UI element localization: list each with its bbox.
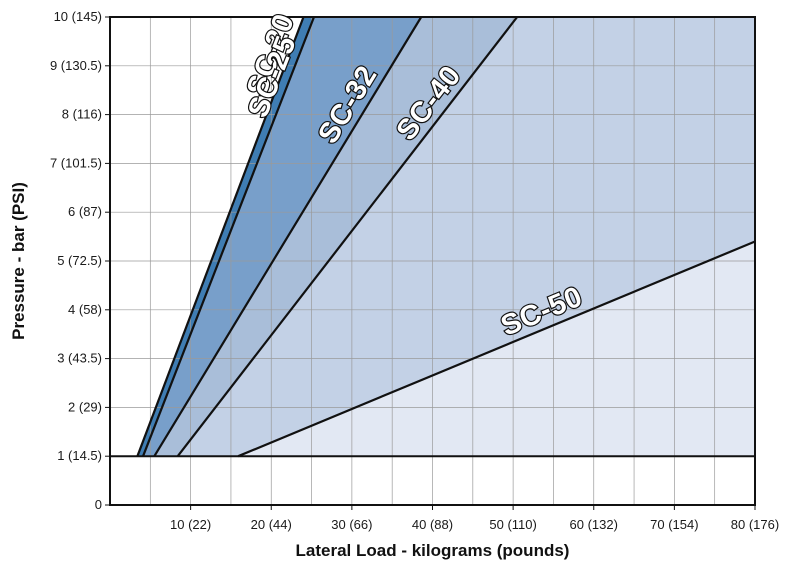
y-tick-label: 5 (72.5)	[57, 253, 102, 268]
gridlines	[110, 17, 755, 505]
region-sc-20-to-sc-25	[137, 17, 314, 457]
series-line-sc-50	[237, 240, 756, 458]
series-line-sc-25	[142, 16, 316, 457]
x-tick-label: 40 (88)	[412, 517, 453, 532]
series-line-sc-32	[153, 16, 423, 457]
y-tick-label: 6 (87)	[68, 204, 102, 219]
series-line-sc-20	[136, 16, 305, 457]
region-sc-40-to-sc-50	[177, 17, 756, 457]
y-tick-label: 1 (14.5)	[57, 448, 102, 463]
region-left-of-sc-20	[110, 17, 304, 457]
y-tick-label: 8 (116)	[62, 107, 102, 122]
series-line-sc-40	[176, 16, 519, 457]
x-tick-label: 50 (110)	[489, 517, 536, 532]
y-tick-label: 10 (145)	[54, 9, 102, 24]
x-tick-label: 10 (22)	[170, 517, 211, 532]
y-tick-label: 4 (58)	[68, 302, 102, 317]
x-tick-label: 30 (66)	[331, 517, 372, 532]
y-tick-label: 9 (130.5)	[50, 58, 102, 73]
y-tick-label: 2 (29)	[68, 399, 102, 414]
x-tick-label: 20 (44)	[251, 517, 292, 532]
y-axis-title: Pressure - bar (PSI)	[9, 182, 28, 340]
x-tick-label: 70 (154)	[650, 517, 698, 532]
y-tick-label: 3 (43.5)	[57, 351, 102, 366]
y-tick-label: 7 (101.5)	[50, 155, 102, 170]
series-lines	[136, 16, 756, 458]
x-tick-label: 60 (132)	[570, 517, 618, 532]
x-tick-label: 80 (176)	[731, 517, 779, 532]
x-axis-ticks: 10 (22) 20 (44) 30 (66) 40 (88) 50 (110) 60 (…	[170, 505, 779, 532]
y-tick-label: 0	[95, 497, 102, 512]
region-sc-32-to-sc-40	[154, 17, 518, 457]
y-axis-ticks: 0 1 (14.5) 2 (29) 3 (43.5) 4 (58) 5 (72.5) 6 (…	[50, 9, 110, 512]
x-axis-title: Lateral Load - kilograms (pounds)	[296, 541, 570, 560]
